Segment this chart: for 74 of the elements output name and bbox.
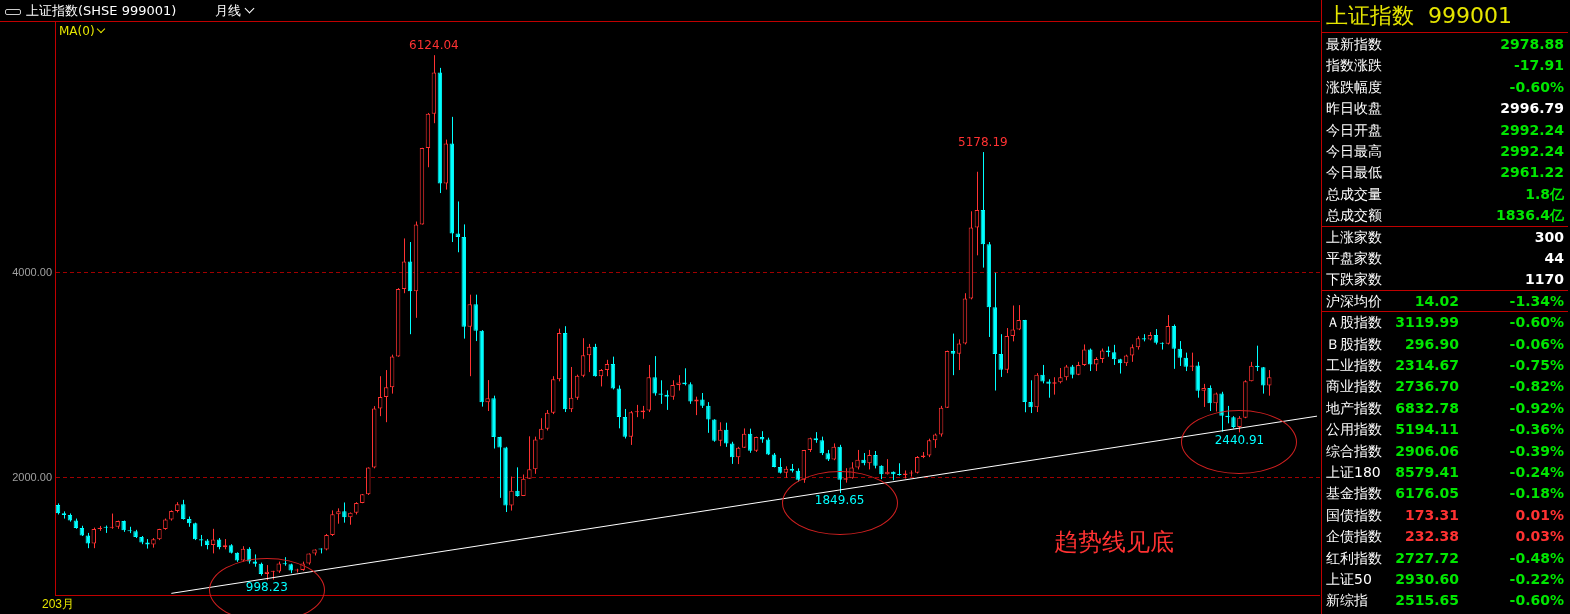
text: 昨日收盘 2996.79 — [1326, 100, 1564, 117]
candlestick — [1010, 305, 1015, 342]
candlestick — [485, 379, 490, 412]
candlestick — [688, 381, 693, 405]
annotation: 趋势线见底 — [1054, 527, 1175, 557]
text: 上证指数 999001 — [1326, 2, 1512, 30]
annotation: 1849.65 — [814, 493, 865, 508]
candlestick — [467, 294, 472, 377]
text: 涨跌幅度 -0.60% — [1326, 78, 1564, 95]
text: 上证180 8579.41 -0.24% — [1326, 464, 1564, 480]
text: 最新指数 2978.88 — [1326, 36, 1564, 52]
text: 下跌家数 1170 — [1326, 271, 1564, 288]
text: 上涨家数 300 — [1326, 228, 1564, 245]
text: 今日最低 2961.22 — [1326, 164, 1564, 181]
candlestick — [509, 476, 514, 512]
candlestick — [855, 449, 860, 470]
candlestick — [1040, 364, 1045, 384]
text: 工业指数 2314.67 -0.75% — [1326, 357, 1564, 373]
candlestick — [956, 338, 962, 371]
chart-title: 上证指数(SHSE 999001) — [26, 2, 177, 20]
y-tick-label: 2000.00 — [12, 470, 52, 483]
candlestick — [539, 417, 544, 441]
text: 今日最高 2992.24 — [1326, 143, 1564, 159]
text: 综合指数 2906.06 -0.39% — [1326, 442, 1564, 459]
y-tick-label: 4000.00 — [12, 265, 52, 278]
candlestick — [1088, 348, 1093, 372]
candlestick — [706, 401, 711, 434]
candlestick — [330, 509, 335, 537]
text: 商业指数 2736.70 -0.82% — [1326, 378, 1564, 395]
candlestick — [1028, 379, 1033, 414]
candlestick — [670, 379, 675, 401]
chart-subtitle: 月线 — [215, 2, 241, 20]
text: Ａ股指数 3119.99 -0.60% — [1326, 314, 1564, 331]
candlestick — [342, 501, 347, 524]
candlestick — [545, 409, 550, 431]
candlestick — [181, 499, 186, 521]
text: 今日开盘 2992.24 — [1326, 121, 1564, 138]
x-tick-label: 203月 — [41, 597, 74, 612]
text: 公用指数 5194.11 -0.36% — [1326, 421, 1564, 438]
candlestick — [1195, 361, 1200, 399]
candlestick — [718, 421, 723, 447]
text: 地产指数 6832.78 -0.92% — [1326, 399, 1564, 416]
candlestick — [1261, 366, 1266, 395]
candlestick — [1207, 384, 1212, 412]
text: 总成交额 1836.4亿 — [1326, 207, 1564, 224]
candlestick — [1016, 304, 1021, 331]
candlestick — [1219, 391, 1224, 433]
text: 总成交量 1.8亿 — [1326, 185, 1564, 202]
candlestick — [1267, 369, 1272, 397]
candlestick — [1082, 343, 1087, 367]
annotation: 6124.04 — [409, 38, 459, 53]
text: 新综指 2515.65 -0.60% — [1326, 592, 1564, 609]
annotation: 5178.19 — [958, 135, 1008, 150]
candlestick — [497, 436, 502, 499]
annotation: MA(0) — [59, 24, 96, 38]
text: 平盘家数 44 — [1326, 250, 1564, 266]
candlestick — [950, 333, 956, 376]
text: 沪深均价 14.02 -1.34% — [1326, 292, 1564, 309]
text: 上证50 2930.60 -0.22% — [1326, 571, 1564, 587]
candlestick — [515, 466, 520, 498]
candlestick — [527, 435, 532, 480]
text: 国债指数 173.31 0.01% — [1326, 506, 1564, 523]
candlestick — [1213, 392, 1218, 413]
text: Ｂ股指数 296.90 -0.06% — [1326, 335, 1564, 352]
candlestick — [867, 449, 872, 470]
text: 红利指数 2727.72 -0.48% — [1326, 549, 1564, 566]
annotation: 998.23 — [245, 580, 288, 595]
text: 基金指数 6176.05 -0.18% — [1326, 485, 1564, 502]
candlestick — [652, 355, 657, 397]
candlestick — [1201, 383, 1206, 408]
candlestick — [724, 422, 729, 448]
text: 企债指数 232.38 0.03% — [1326, 528, 1564, 545]
text: 指数涨跌 -17.91 — [1326, 57, 1564, 74]
annotation: 2440.91 — [1214, 432, 1265, 447]
